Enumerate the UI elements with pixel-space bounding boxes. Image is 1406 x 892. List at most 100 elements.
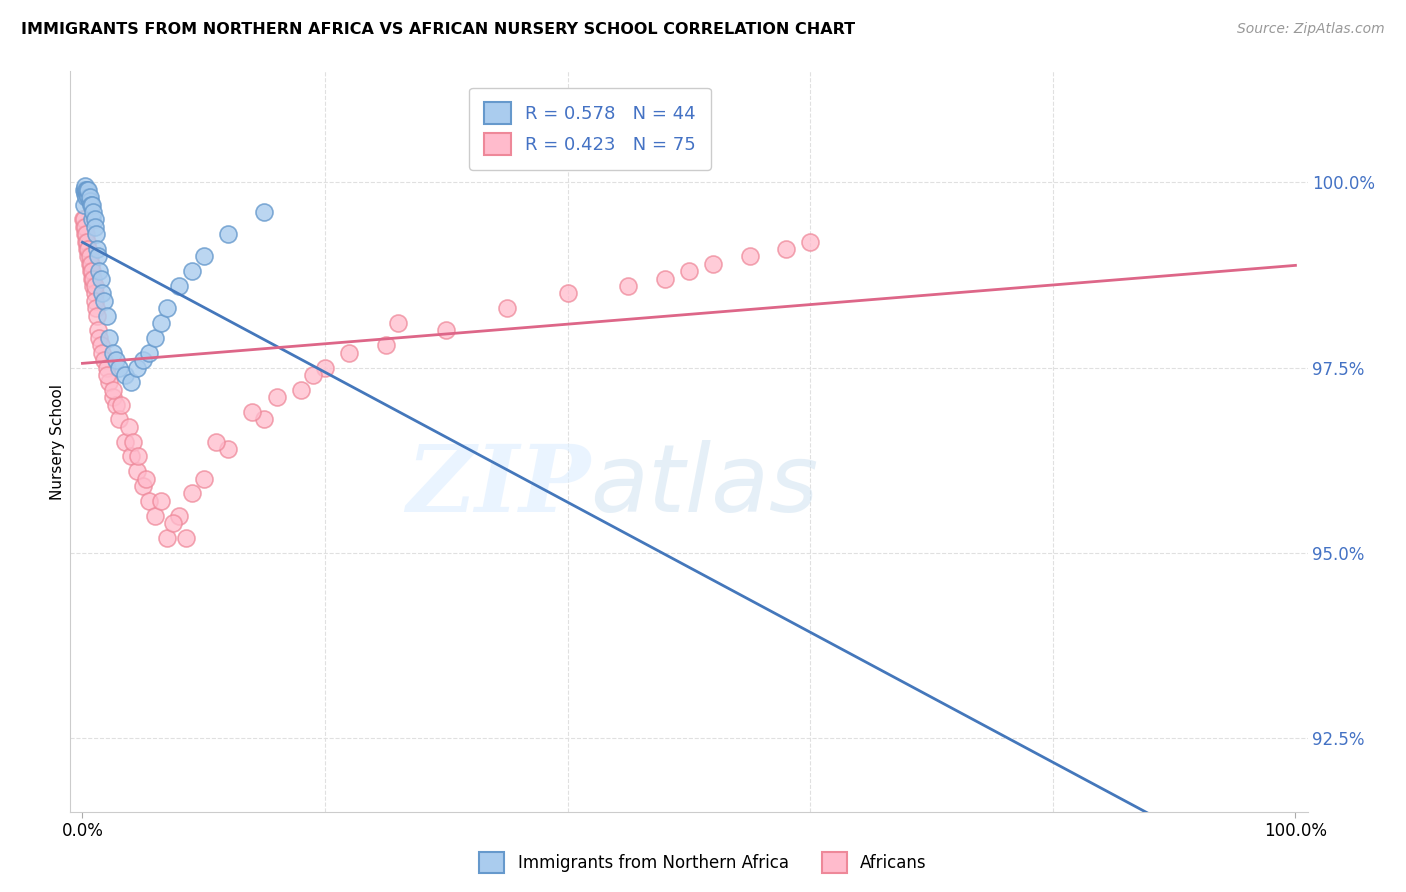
Point: [180, 264, 202, 278]
Point: [96, 360, 118, 375]
Point: [775, 242, 797, 256]
Point: [117, 419, 139, 434]
Point: [290, 383, 312, 397]
Point: [496, 301, 519, 316]
Point: [83, 219, 105, 234]
Point: [72, 197, 94, 211]
Point: [617, 279, 640, 293]
Point: [134, 472, 156, 486]
Point: [83, 286, 105, 301]
Point: [84, 227, 107, 242]
Point: [82, 279, 104, 293]
Point: [73, 183, 96, 197]
Point: [73, 212, 96, 227]
Point: [75, 183, 97, 197]
Point: [105, 398, 128, 412]
Point: [79, 250, 101, 264]
Point: [193, 472, 215, 486]
Point: [77, 183, 100, 197]
Point: [156, 531, 179, 545]
Point: [96, 368, 118, 382]
Point: [87, 250, 110, 264]
Point: [108, 360, 131, 375]
Point: [266, 390, 288, 404]
Point: [75, 227, 97, 242]
Point: [84, 301, 107, 316]
Point: [180, 486, 202, 500]
Point: [93, 293, 115, 308]
Point: [654, 271, 676, 285]
Point: [96, 309, 118, 323]
Legend: R = 0.578   N = 44, R = 0.423   N = 75: R = 0.578 N = 44, R = 0.423 N = 75: [470, 87, 710, 169]
Point: [98, 331, 121, 345]
Point: [80, 257, 103, 271]
Point: [127, 450, 149, 464]
Point: [101, 345, 124, 359]
Text: IMMIGRANTS FROM NORTHERN AFRICA VS AFRICAN NURSERY SCHOOL CORRELATION CHART: IMMIGRANTS FROM NORTHERN AFRICA VS AFRIC…: [21, 22, 855, 37]
Point: [98, 376, 121, 390]
Point: [174, 531, 197, 545]
Point: [80, 197, 103, 211]
Point: [162, 516, 184, 530]
Point: [799, 235, 821, 249]
Point: [105, 353, 128, 368]
Point: [125, 464, 148, 478]
Point: [75, 235, 97, 249]
Point: [73, 186, 96, 201]
Point: [83, 212, 105, 227]
Point: [83, 279, 105, 293]
Y-axis label: Nursery School: Nursery School: [49, 384, 65, 500]
Point: [76, 183, 98, 197]
Point: [90, 271, 112, 285]
Point: [143, 508, 166, 523]
Point: [217, 227, 239, 242]
Point: [110, 398, 132, 412]
Point: [132, 479, 155, 493]
Point: [86, 242, 108, 256]
Point: [76, 186, 98, 201]
Point: [101, 390, 124, 404]
Point: [77, 190, 100, 204]
Point: [678, 264, 700, 278]
Point: [143, 331, 166, 345]
Point: [90, 286, 112, 301]
Point: [93, 353, 115, 368]
Point: [82, 271, 104, 285]
Point: [114, 368, 136, 382]
Point: [217, 442, 239, 456]
Point: [80, 264, 103, 278]
Point: [101, 383, 124, 397]
Point: [82, 264, 104, 278]
Point: [82, 271, 104, 285]
Point: [169, 508, 191, 523]
Point: [75, 219, 97, 234]
Point: [75, 190, 97, 204]
Point: [73, 227, 96, 242]
Point: [138, 345, 160, 359]
Point: [557, 286, 579, 301]
Point: [90, 338, 112, 352]
Point: [76, 235, 98, 249]
Point: [253, 205, 276, 219]
Point: [73, 183, 96, 197]
Text: ZIP: ZIP: [406, 441, 591, 531]
Point: [387, 316, 409, 330]
Point: [114, 434, 136, 449]
Point: [77, 250, 100, 264]
Point: [79, 190, 101, 204]
Point: [434, 324, 457, 338]
Point: [138, 493, 160, 508]
Point: [122, 434, 145, 449]
Legend: Immigrants from Northern Africa, Africans: Immigrants from Northern Africa, African…: [472, 846, 934, 880]
Point: [108, 412, 131, 426]
Point: [253, 412, 276, 426]
Point: [193, 250, 215, 264]
Point: [702, 257, 724, 271]
Point: [87, 324, 110, 338]
Point: [169, 279, 191, 293]
Point: [150, 493, 173, 508]
Point: [132, 353, 155, 368]
Point: [72, 212, 94, 227]
Point: [120, 376, 142, 390]
Point: [738, 250, 761, 264]
